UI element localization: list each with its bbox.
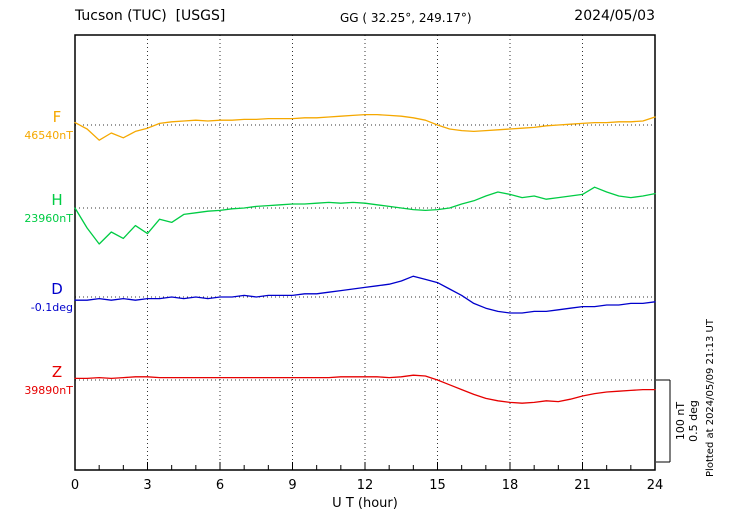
series-letter-Z: Z — [52, 363, 62, 381]
plotted-at-timestamp: Plotted at 2024/05/09 21:13 UT — [705, 318, 716, 477]
geographic-coordinates: GG ( 32.25°, 249.17°) — [340, 11, 472, 25]
trace-F — [74, 113, 656, 141]
x-tick-label: 0 — [71, 478, 79, 493]
trace-H — [74, 186, 656, 245]
trace-Z — [74, 374, 656, 404]
x-tick-label: 12 — [357, 478, 374, 493]
x-axis-label: U T (hour) — [332, 496, 398, 511]
series-letter-F: F — [53, 108, 62, 126]
x-tick-label: 6 — [216, 478, 224, 493]
series-baseline-value-D: -0.1deg — [31, 301, 73, 314]
station-title: Tucson (TUC) [USGS] — [75, 8, 226, 24]
x-tick-label: 18 — [502, 478, 519, 493]
scale-label-deg: 0.5 deg — [687, 400, 700, 442]
series-letter-D: D — [51, 280, 63, 298]
x-tick-label: 3 — [143, 478, 151, 493]
series-letter-H: H — [51, 191, 62, 209]
plot-frame — [74, 34, 656, 471]
x-tick-label: 21 — [574, 478, 591, 493]
trace-D — [74, 275, 656, 314]
series-baseline-value-H: 23960nT — [24, 212, 73, 225]
x-tick-label: 15 — [429, 478, 446, 493]
series-baseline-value-F: 46540nT — [24, 129, 73, 142]
x-tick-label: 9 — [288, 478, 296, 493]
plot-date: 2024/05/03 — [574, 8, 655, 24]
scale-label-nt: 100 nT — [674, 402, 687, 440]
series-baseline-value-Z: 39890nT — [24, 384, 73, 397]
x-tick-label: 24 — [647, 478, 664, 493]
